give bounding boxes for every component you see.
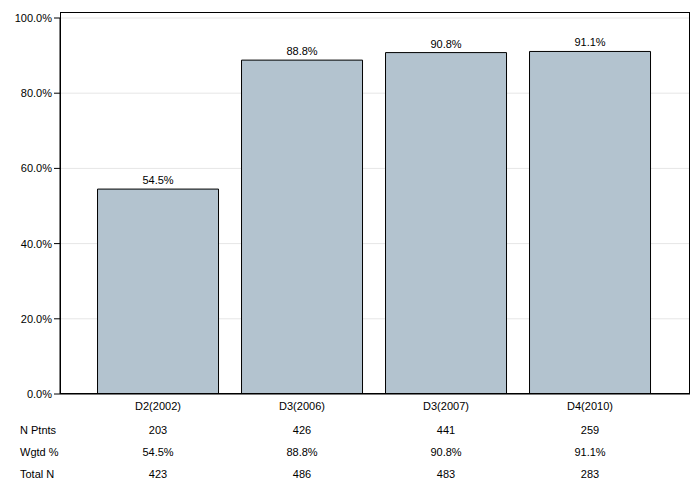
svg-text:90.8%: 90.8% xyxy=(430,38,461,50)
svg-text:423: 423 xyxy=(149,468,167,480)
svg-text:88.8%: 88.8% xyxy=(286,446,317,458)
svg-text:20.0%: 20.0% xyxy=(21,313,52,325)
svg-text:D2(2002): D2(2002) xyxy=(135,400,181,412)
svg-text:441: 441 xyxy=(437,424,455,436)
svg-text:D3(2006): D3(2006) xyxy=(279,400,325,412)
svg-text:40.0%: 40.0% xyxy=(21,238,52,250)
svg-text:60.0%: 60.0% xyxy=(21,162,52,174)
svg-text:D4(2010): D4(2010) xyxy=(567,400,613,412)
svg-text:80.0%: 80.0% xyxy=(21,87,52,99)
svg-text:D3(2007): D3(2007) xyxy=(423,400,469,412)
svg-text:Total N: Total N xyxy=(20,468,54,480)
svg-text:91.1%: 91.1% xyxy=(574,36,605,48)
svg-text:91.1%: 91.1% xyxy=(574,446,605,458)
svg-text:203: 203 xyxy=(149,424,167,436)
svg-text:0.0%: 0.0% xyxy=(27,388,52,400)
svg-text:483: 483 xyxy=(437,468,455,480)
svg-text:54.5%: 54.5% xyxy=(142,446,173,458)
svg-text:Wgtd %: Wgtd % xyxy=(20,446,59,458)
svg-text:N Ptnts: N Ptnts xyxy=(20,424,57,436)
svg-text:90.8%: 90.8% xyxy=(430,446,461,458)
svg-text:283: 283 xyxy=(581,468,599,480)
svg-text:259: 259 xyxy=(581,424,599,436)
svg-text:426: 426 xyxy=(293,424,311,436)
svg-text:54.5%: 54.5% xyxy=(142,174,173,186)
svg-text:486: 486 xyxy=(293,468,311,480)
svg-text:100.0%: 100.0% xyxy=(15,12,53,24)
svg-text:88.8%: 88.8% xyxy=(286,45,317,57)
